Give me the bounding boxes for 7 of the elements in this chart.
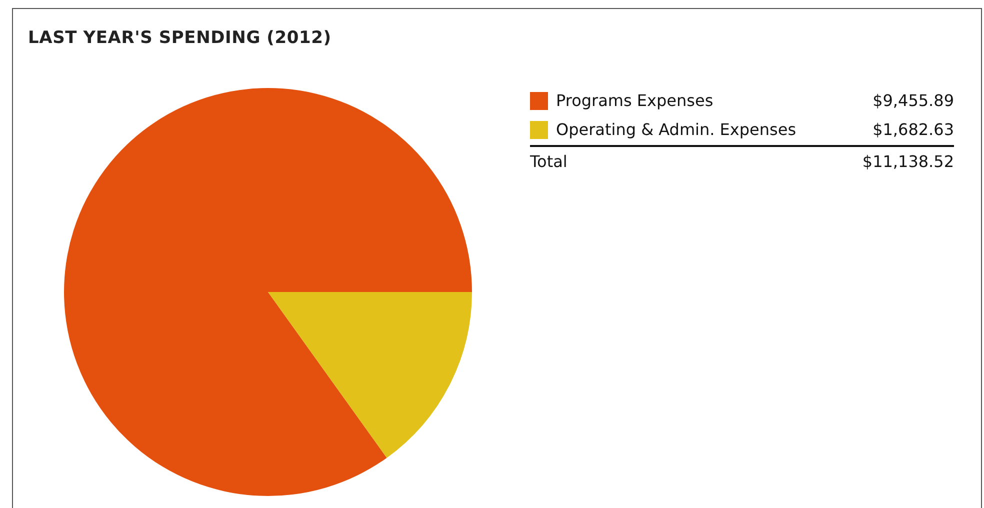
data-label: $9,455.89 [872,91,954,110]
legend-label: Operating & Admin. Expenses [556,120,798,139]
legend-label: Programs Expenses [556,91,714,110]
chart-title: LAST YEAR'S SPENDING (2012) [28,28,332,48]
text: Total [530,152,568,171]
text: $11,138.52 [862,152,954,171]
data-label: $1,682.63 [872,120,954,139]
